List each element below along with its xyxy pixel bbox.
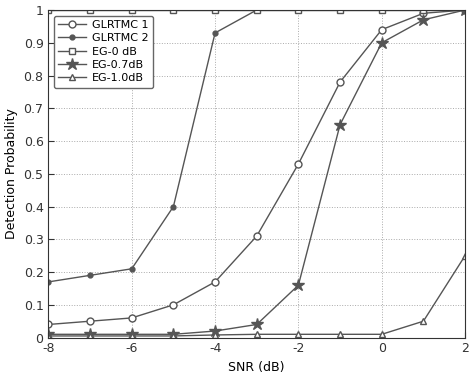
EG-0.7dB [87,332,93,337]
X-axis label: SNR (dB): SNR (dB) [228,361,285,374]
GLRTMC 1 [212,280,218,284]
EG-1.0dB [46,334,51,338]
GLRTMC 2 [296,8,301,12]
Y-axis label: Detection Probability: Detection Probability [5,108,18,239]
EG-0.7dB [379,41,384,45]
EG-0 dB [296,8,301,12]
EG-0.7dB [171,332,176,337]
GLRTMC 1 [420,11,426,16]
EG-0.7dB [296,283,301,287]
GLRTMC 1 [254,234,260,238]
EG-0 dB [171,8,176,12]
GLRTMC 2 [212,31,218,35]
GLRTMC 2 [129,266,135,271]
Legend: GLRTMC 1, GLRTMC 2, EG-0 dB, EG-0.7dB, EG-1.0dB: GLRTMC 1, GLRTMC 2, EG-0 dB, EG-0.7dB, E… [54,16,153,88]
GLRTMC 1 [129,316,135,320]
EG-0.7dB [420,17,426,22]
GLRTMC 2 [46,280,51,284]
Line: EG-1.0dB: EG-1.0dB [45,252,468,340]
EG-0 dB [254,8,260,12]
GLRTMC 2 [337,8,343,12]
EG-1.0dB [462,254,468,258]
GLRTMC 2 [379,8,384,12]
GLRTMC 2 [171,204,176,209]
GLRTMC 2 [462,8,468,12]
EG-0.7dB [337,122,343,127]
GLRTMC 2 [87,273,93,277]
EG-0.7dB [254,322,260,327]
EG-0 dB [462,8,468,12]
EG-0.7dB [46,332,51,337]
EG-1.0dB [296,332,301,337]
GLRTMC 1 [46,322,51,327]
EG-1.0dB [87,334,93,338]
EG-1.0dB [379,332,384,337]
GLRTMC 1 [87,319,93,324]
GLRTMC 1 [379,27,384,32]
EG-0 dB [46,8,51,12]
EG-0 dB [420,8,426,12]
GLRTMC 2 [254,8,260,12]
EG-0.7dB [129,332,135,337]
EG-1.0dB [420,319,426,324]
GLRTMC 2 [420,8,426,12]
EG-1.0dB [129,334,135,338]
Line: EG-0.7dB: EG-0.7dB [42,4,471,341]
Line: GLRTMC 2: GLRTMC 2 [44,5,470,287]
Line: GLRTMC 1: GLRTMC 1 [45,6,468,328]
EG-0 dB [129,8,135,12]
Line: EG-0 dB: EG-0 dB [45,6,468,14]
EG-0.7dB [462,8,468,12]
EG-1.0dB [212,333,218,337]
GLRTMC 1 [171,302,176,307]
GLRTMC 1 [462,8,468,12]
EG-1.0dB [254,332,260,337]
EG-0 dB [337,8,343,12]
GLRTMC 1 [296,162,301,166]
EG-0 dB [87,8,93,12]
GLRTMC 1 [337,80,343,85]
EG-1.0dB [171,334,176,338]
EG-1.0dB [337,332,343,337]
EG-0 dB [379,8,384,12]
EG-0.7dB [212,329,218,333]
EG-0 dB [212,8,218,12]
